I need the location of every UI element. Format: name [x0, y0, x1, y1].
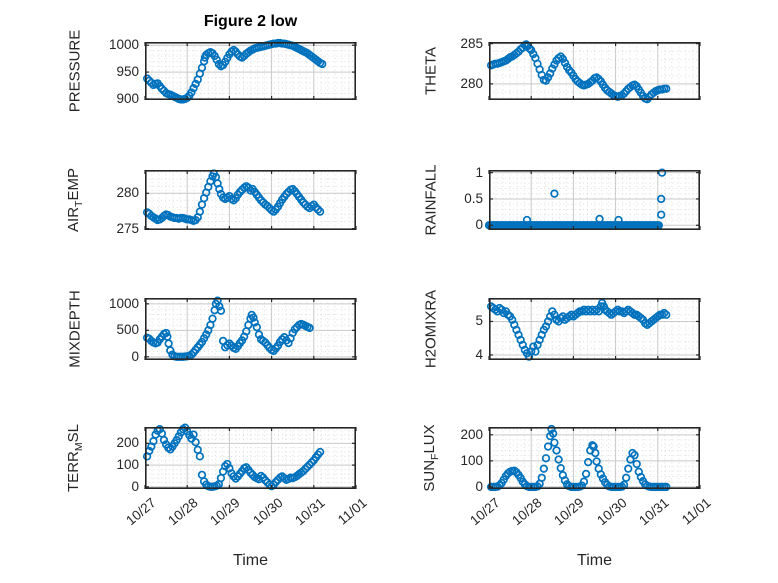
- subplot-terr-msl: [142, 423, 357, 491]
- scatter-series-sun_flux: [486, 424, 671, 492]
- scatter-series-air_temp: [142, 169, 325, 225]
- plot-area-h2omixra: [486, 298, 701, 361]
- y-tick-label-sun_flux-2: 200: [460, 426, 483, 442]
- subplot-sun-flux: [486, 424, 701, 492]
- plot-area-sun_flux: [486, 424, 701, 492]
- y-tick-label-mixdepth-1: 500: [116, 322, 139, 338]
- y-tick-label-terr_msl-2: 200: [116, 435, 139, 451]
- plot-area-rainfall: [484, 168, 701, 231]
- plot-area-mixdepth: [142, 296, 357, 361]
- y-tick-label-rainfall-2: 1: [475, 164, 483, 180]
- subplot-pressure: [142, 38, 357, 104]
- y-tick-label-rainfall-1: 0.5: [464, 190, 483, 206]
- plot-area-air_temp: [142, 169, 357, 231]
- figure-title: Figure 2 low: [203, 13, 298, 30]
- y-tick-label-air_temp-0: 275: [116, 220, 139, 236]
- y-axis-label-mixdepth: MIXDEPTH: [66, 290, 84, 368]
- y-tick-label-sun_flux-0: 0: [475, 478, 483, 494]
- y-axis-label-rainfall: RAINFALL: [422, 164, 440, 236]
- subplot-mixdepth: [142, 296, 357, 361]
- subplot-h2omixra: [486, 298, 701, 361]
- y-axis-label-pressure: PRESSURE: [66, 29, 84, 113]
- scatter-series-h2omixra: [486, 298, 671, 361]
- y-tick-label-pressure-1: 950: [116, 64, 139, 80]
- y-tick-label-air_temp-1: 280: [116, 185, 139, 201]
- y-tick-label-pressure-0: 900: [116, 90, 139, 106]
- y-tick-label-h2omixra-0: 4: [475, 346, 483, 362]
- y-tick-label-mixdepth-0: 0: [131, 348, 139, 364]
- scatter-series-mixdepth: [142, 296, 314, 361]
- subplot-air-temp: [142, 169, 357, 231]
- y-tick-label-terr_msl-0: 0: [131, 478, 139, 494]
- y-axis-label-sun_flux: SUNFLUX: [421, 424, 441, 492]
- y-tick-label-h2omixra-1: 5: [475, 313, 483, 329]
- y-tick-label-rainfall-0: 0: [475, 217, 483, 233]
- y-tick-label-terr_msl-1: 100: [116, 457, 139, 473]
- y-tick-label-pressure-2: 1000: [108, 37, 139, 53]
- y-axis-label-terr_msl: TERRMSL: [65, 424, 85, 492]
- y-tick-label-theta-1: 285: [460, 35, 483, 51]
- plot-area-pressure: [142, 38, 357, 104]
- y-axis-label-theta: THETA: [422, 46, 440, 96]
- y-axis-label-h2omixra: H2OMIXRA: [422, 289, 440, 369]
- scatter-series-theta: [486, 40, 671, 104]
- subplot-theta: [486, 40, 701, 104]
- y-axis-label-air_temp: AIRTEMP: [65, 168, 85, 232]
- y-tick-label-mixdepth-2: 1000: [108, 295, 139, 311]
- plot-area-terr_msl: [142, 423, 357, 491]
- x-axis-label-left: Time: [233, 552, 268, 569]
- y-tick-label-sun_flux-1: 100: [460, 452, 483, 468]
- plot-area-theta: [486, 40, 701, 104]
- scatter-series-terr_msl: [142, 423, 325, 491]
- subplot-rainfall: [484, 168, 701, 231]
- x-axis-label-right: Time: [577, 552, 612, 569]
- y-tick-label-theta-0: 280: [460, 75, 483, 91]
